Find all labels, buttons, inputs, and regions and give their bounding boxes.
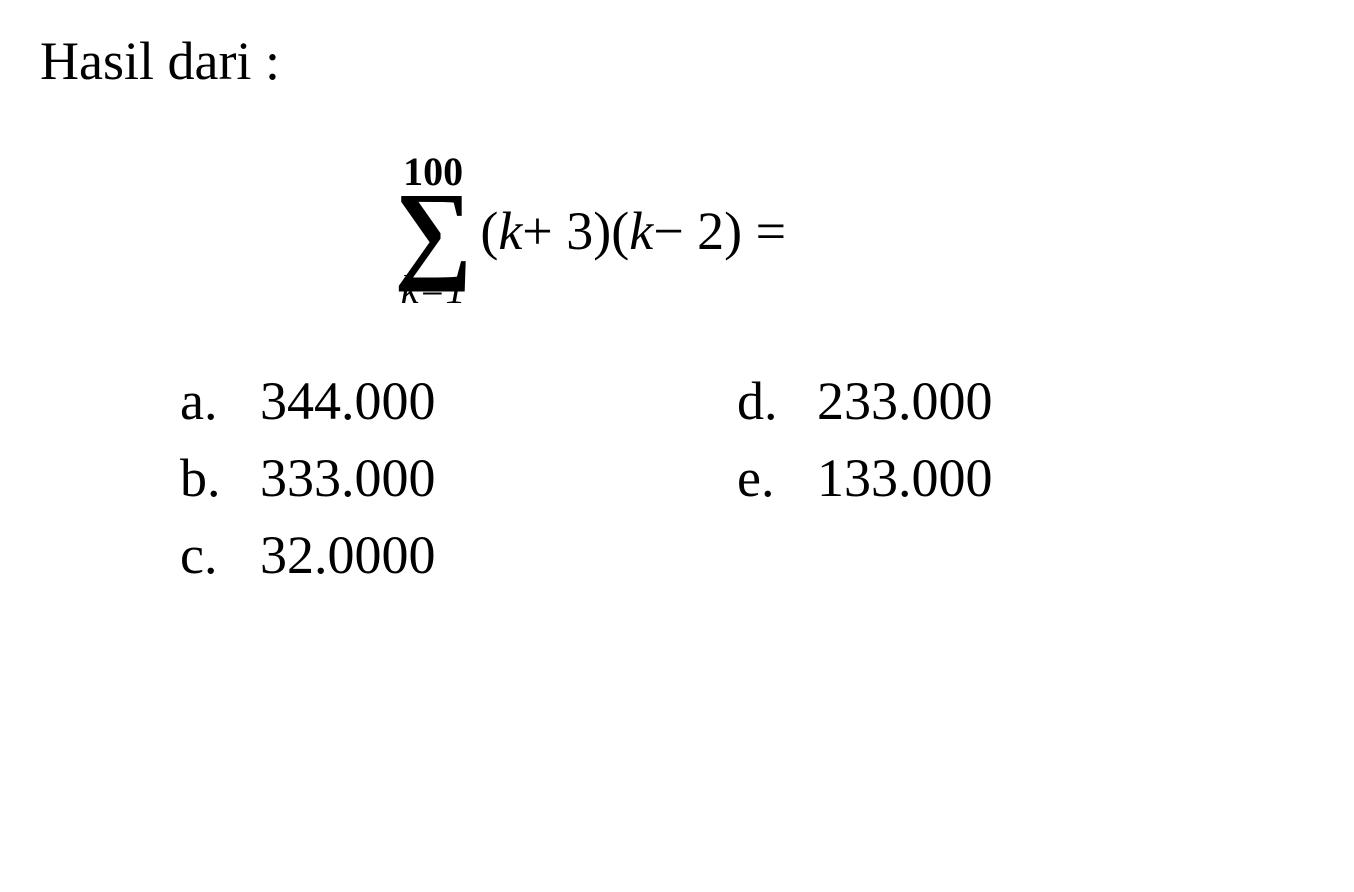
summation-expression: (k + 3)(k − 2) = xyxy=(480,200,786,262)
equation-container: 100 ∑ k=1 (k + 3)(k − 2) = xyxy=(240,152,940,310)
option-d-letter: d. xyxy=(737,370,787,432)
expr-end: − 2) = xyxy=(653,200,786,262)
option-e: e. 133.000 xyxy=(737,447,1214,509)
option-a-value: 344.000 xyxy=(260,370,436,432)
var-k-1: k xyxy=(498,200,522,262)
question-title: Hasil dari : xyxy=(40,30,1314,92)
option-e-letter: e. xyxy=(737,447,787,509)
option-b-value: 333.000 xyxy=(260,447,436,509)
option-d-value: 233.000 xyxy=(817,370,993,432)
sigma-block: 100 ∑ k=1 xyxy=(394,152,472,310)
sigma-symbol: ∑ xyxy=(394,187,472,275)
option-b: b. 333.000 xyxy=(180,447,657,509)
option-c: c. 32.0000 xyxy=(180,524,657,586)
var-k-2: k xyxy=(629,200,653,262)
paren-open-1: ( xyxy=(480,200,498,262)
option-e-value: 133.000 xyxy=(817,447,993,509)
summation-equation: 100 ∑ k=1 (k + 3)(k − 2) = xyxy=(394,152,786,310)
sigma-index-start: =1 xyxy=(419,267,466,312)
expr-mid: + 3)( xyxy=(522,200,629,262)
option-d: d. 233.000 xyxy=(737,370,1214,432)
option-c-letter: c. xyxy=(180,524,230,586)
sigma-index-var: k xyxy=(401,267,419,312)
option-b-letter: b. xyxy=(180,447,230,509)
option-a-letter: a. xyxy=(180,370,230,432)
options-grid: a. 344.000 d. 233.000 b. 333.000 e. 133.… xyxy=(180,370,1214,586)
option-a: a. 344.000 xyxy=(180,370,657,432)
sigma-lower-bound: k=1 xyxy=(401,270,466,310)
option-c-value: 32.0000 xyxy=(260,524,436,586)
